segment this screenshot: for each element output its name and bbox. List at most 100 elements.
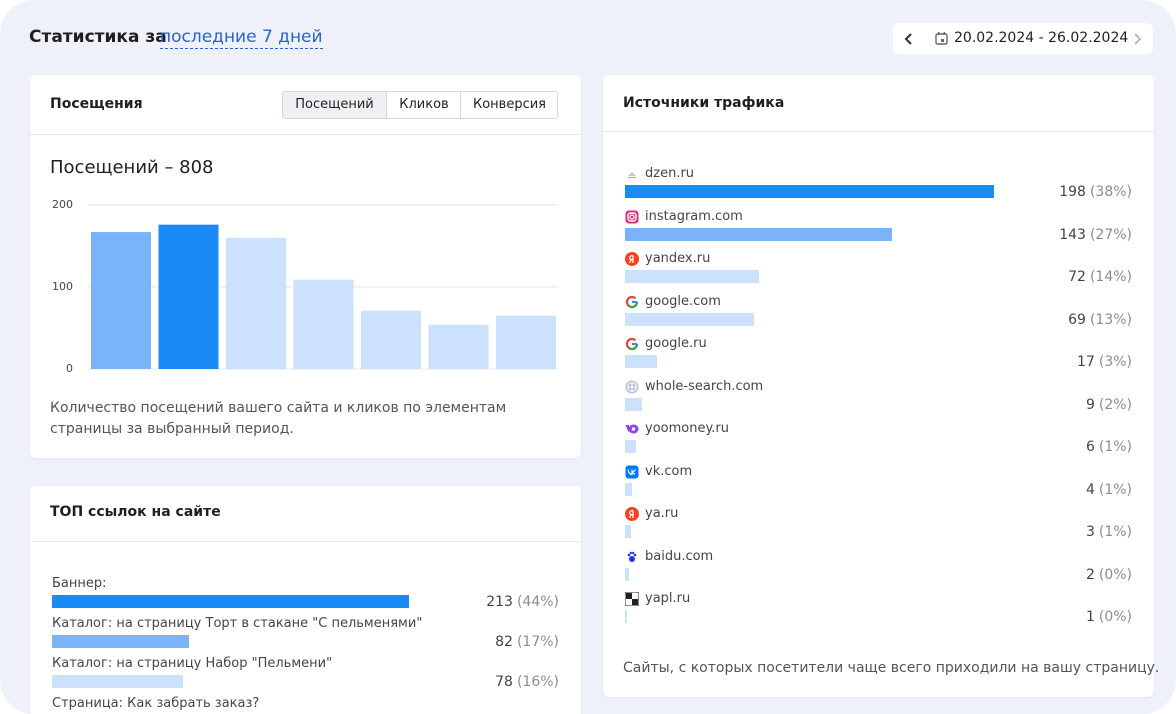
- row-bar: [625, 482, 633, 496]
- tab[interactable]: Конверсия: [460, 92, 557, 118]
- page-title: Статистика за: [29, 27, 167, 47]
- tab[interactable]: Кликов: [386, 92, 461, 118]
- row-label: ya.ru: [645, 506, 679, 521]
- share: (3%): [1098, 354, 1132, 370]
- value: 69: [1068, 311, 1086, 328]
- row-bar: [625, 355, 657, 368]
- share: (13%): [1089, 311, 1132, 328]
- row-label: Каталог: на страницу Торт в стакане "С п…: [52, 616, 423, 631]
- row-label: Баннер:: [52, 576, 107, 591]
- row-value: 3 (1%): [1086, 524, 1132, 540]
- row-value: 4 (1%): [1086, 482, 1132, 498]
- value: 198: [1059, 184, 1086, 200]
- bar: [158, 224, 219, 369]
- row-label: Каталог: на страницу Набор "Пельмени": [52, 656, 333, 671]
- share: (14%): [1089, 269, 1132, 285]
- share: (17%): [516, 634, 559, 650]
- value: 9: [1085, 396, 1095, 413]
- source-icon: [625, 592, 639, 606]
- share: (2%): [1098, 396, 1132, 413]
- value: 4: [1085, 481, 1095, 498]
- share: (1%): [1098, 524, 1132, 540]
- row-value: 82 (17%): [495, 634, 559, 650]
- next-arrow[interactable]: [1131, 32, 1143, 46]
- row-label: yoomoney.ru: [645, 421, 730, 436]
- row-bar: [52, 635, 190, 648]
- row-bar: [625, 270, 760, 283]
- source-icon: [625, 507, 639, 521]
- row-value: 6 (1%): [1086, 439, 1132, 455]
- card-title: ТОП ссылок на сайте: [50, 504, 221, 520]
- source-icon: [628, 172, 636, 178]
- calendar-icon: [935, 32, 948, 45]
- value: 3: [1085, 524, 1095, 540]
- source-icon: [625, 252, 639, 266]
- row-label: yapl.ru: [645, 591, 691, 606]
- row-bar: [625, 440, 637, 453]
- row-value: 72 (14%): [1068, 269, 1132, 285]
- row-bar: [625, 185, 994, 198]
- bar: [91, 232, 151, 369]
- source-icon: [625, 424, 639, 434]
- date-range: 20.02.2024 - 26.02.2024: [954, 30, 1129, 46]
- row-value: 213 (44%): [486, 594, 559, 610]
- top-links-card: ТОП ссылок на сайте Баннер: 213 (44%) Катал…: [30, 486, 581, 714]
- row-value: 2 (0%): [1086, 567, 1132, 583]
- share: (27%): [1089, 226, 1132, 243]
- source-icon: [625, 210, 639, 223]
- row-label: yandex.ru: [645, 251, 711, 266]
- row-label: whole-search.com: [645, 378, 764, 394]
- row-label: vk.com: [645, 463, 693, 479]
- value: 72: [1068, 269, 1086, 285]
- traffic-sources-card: Источники трафика Сайты, с которых посет…: [603, 75, 1159, 697]
- y-tick-label: 200: [52, 198, 73, 211]
- share: (0%): [1098, 566, 1132, 583]
- row-bar: [625, 525, 631, 538]
- source-icon: [625, 295, 639, 308]
- visits-card: Посещения Посещений Кликов Конверсия Посещ…: [30, 75, 581, 458]
- share: (38%): [1089, 184, 1132, 200]
- row-label: Страница: Как забрать заказ?: [52, 696, 260, 711]
- share: (44%): [516, 594, 559, 610]
- card-title: Посещения: [50, 96, 143, 112]
- value: 6: [1085, 439, 1095, 455]
- row-value: 9 (2%): [1086, 397, 1132, 413]
- bar: [226, 237, 286, 369]
- bar-chart: 0 100 200: [52, 198, 558, 375]
- source-icon: [625, 465, 639, 478]
- period-link[interactable]: последние 7 дней: [160, 27, 323, 49]
- card-header: ТОП ссылок на сайте: [30, 486, 581, 542]
- value: 78: [495, 674, 513, 690]
- row-bar: [625, 227, 892, 241]
- row-label: dzen.ru: [645, 166, 695, 181]
- bar: [361, 310, 421, 369]
- tab-group: Посещений Кликов Конверсия: [282, 91, 558, 119]
- share: (1%): [1098, 439, 1132, 455]
- row-label: google.com: [645, 293, 721, 309]
- prev-arrow[interactable]: [903, 32, 915, 46]
- row-value: 17 (3%): [1077, 354, 1132, 370]
- card-title: Источники трафика: [623, 95, 785, 111]
- date-picker: 20.02.2024 - 26.02.2024: [893, 23, 1153, 54]
- source-icon: [625, 337, 639, 351]
- row-bar: [625, 397, 642, 411]
- value: 2: [1085, 566, 1095, 583]
- chart-description: Количество посещений вашего сайта и клик…: [50, 400, 507, 437]
- row-bar: [625, 567, 629, 581]
- value: 1: [1085, 609, 1095, 625]
- bar: [496, 315, 556, 369]
- source-icon: [625, 380, 639, 393]
- card-header: Посещения Посещений Кликов Конверсия: [30, 75, 581, 135]
- value: 82: [495, 634, 513, 650]
- source-icon: [627, 551, 637, 562]
- card-footer: Сайты, с которых посетители чаще всего п…: [623, 660, 1160, 676]
- tab[interactable]: Посещений: [283, 92, 386, 118]
- value: 143: [1059, 226, 1086, 243]
- row-value: 1 (0%): [1086, 609, 1132, 625]
- share: (0%): [1098, 609, 1132, 625]
- bar: [293, 279, 354, 369]
- row-bar: [52, 675, 183, 688]
- row-value: 78 (16%): [495, 674, 559, 690]
- share: (1%): [1098, 481, 1132, 498]
